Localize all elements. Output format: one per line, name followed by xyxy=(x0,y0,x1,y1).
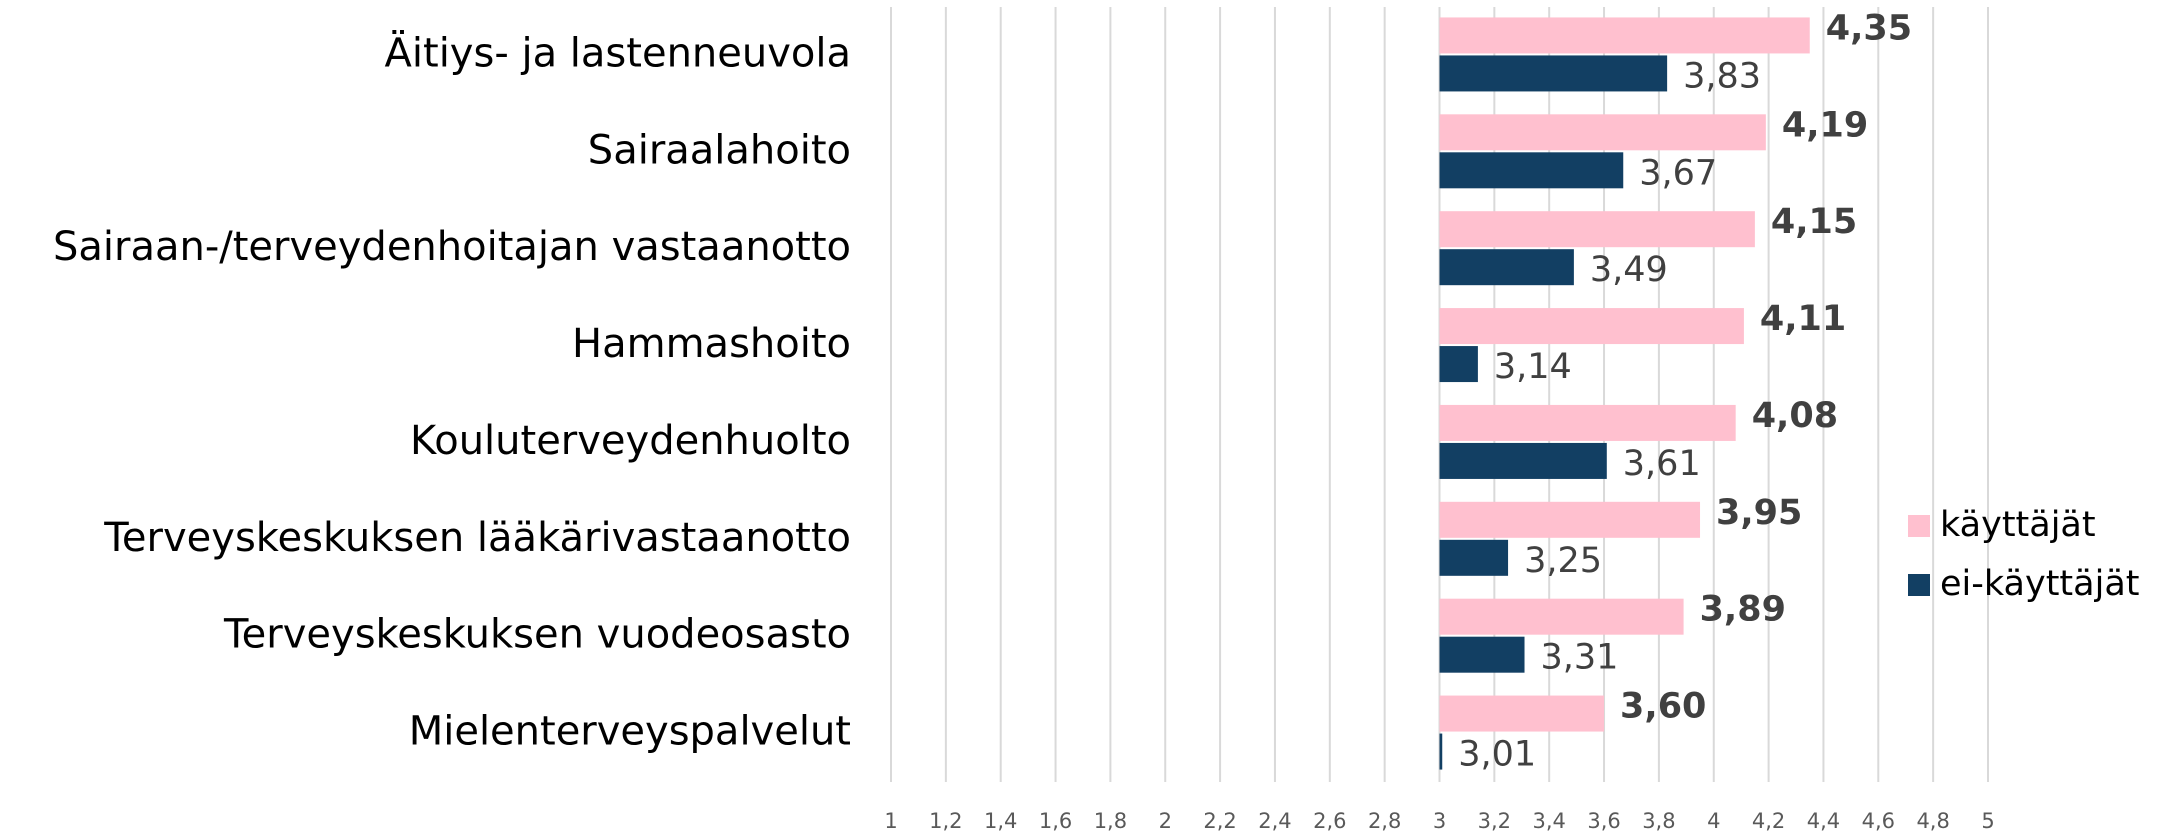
x-tick-label: 5 xyxy=(1981,809,1994,833)
x-tick-label: 4,6 xyxy=(1862,809,1895,833)
x-tick-label: 4,4 xyxy=(1807,809,1840,833)
x-tick-label: 4 xyxy=(1707,809,1720,833)
value-label: 4,15 xyxy=(1771,202,1857,242)
bar xyxy=(1439,152,1624,189)
legend-swatch xyxy=(1908,515,1930,537)
bar xyxy=(1439,17,1810,54)
category-label: Sairaalahoito xyxy=(588,127,851,173)
x-tick-label: 3,2 xyxy=(1478,809,1511,833)
bar xyxy=(1439,598,1684,635)
legend-label: ei-käyttäjät xyxy=(1940,564,2140,604)
x-tick-label: 2,2 xyxy=(1203,809,1236,833)
bar xyxy=(1439,211,1755,248)
bar xyxy=(1439,308,1744,345)
bar xyxy=(1439,346,1478,383)
value-label: 3,95 xyxy=(1716,493,1802,533)
x-tick-label: 3,4 xyxy=(1532,809,1565,833)
value-label: 4,08 xyxy=(1752,396,1838,436)
value-label: 3,61 xyxy=(1623,444,1701,484)
bar xyxy=(1439,404,1736,441)
legend-swatch xyxy=(1908,574,1930,596)
x-tick-label: 1,2 xyxy=(929,809,962,833)
x-tick-label: 1,8 xyxy=(1094,809,1127,833)
x-tick-label: 2,8 xyxy=(1368,809,1401,833)
value-label: 3,01 xyxy=(1458,735,1536,775)
category-label: Kouluterveydenhuolto xyxy=(410,418,851,464)
bar xyxy=(1439,442,1607,479)
bar xyxy=(1439,501,1701,538)
x-tick-label: 4,8 xyxy=(1916,809,1949,833)
x-tick-label: 1,6 xyxy=(1039,809,1072,833)
value-label: 3,89 xyxy=(1700,590,1786,630)
value-label: 4,11 xyxy=(1760,299,1846,339)
x-tick-label: 3 xyxy=(1433,809,1446,833)
value-label: 3,60 xyxy=(1620,687,1706,727)
x-tick-label: 2,4 xyxy=(1258,809,1291,833)
category-label: Sairaan-/terveydenhoitajan vastaanotto xyxy=(53,224,851,270)
x-tick-label: 4,2 xyxy=(1752,809,1785,833)
bar xyxy=(1439,55,1668,92)
value-label: 3,25 xyxy=(1524,541,1602,581)
x-tick-label: 2 xyxy=(1159,809,1172,833)
bar xyxy=(1439,539,1509,576)
x-tick-label: 1 xyxy=(884,809,897,833)
value-label: 3,14 xyxy=(1494,347,1572,387)
bar xyxy=(1439,695,1605,732)
value-label: 3,31 xyxy=(1541,638,1619,678)
bar xyxy=(1439,249,1574,286)
x-tick-label: 3,6 xyxy=(1587,809,1620,833)
value-label: 3,83 xyxy=(1683,56,1761,96)
x-tick-label: 3,8 xyxy=(1642,809,1675,833)
legend-label: käyttäjät xyxy=(1940,505,2096,545)
category-label: Hammashoito xyxy=(572,321,851,367)
bar xyxy=(1439,114,1766,151)
x-tick-label: 1,4 xyxy=(984,809,1017,833)
value-label: 3,67 xyxy=(1639,153,1717,193)
bar xyxy=(1439,636,1525,673)
bar xyxy=(1439,733,1443,770)
category-label: Mielenterveyspalvelut xyxy=(409,709,851,755)
category-label: Äitiys- ja lastenneuvola xyxy=(385,28,851,76)
value-label: 4,19 xyxy=(1782,105,1868,145)
value-label: 4,35 xyxy=(1826,8,1912,48)
x-tick-label: 2,6 xyxy=(1313,809,1346,833)
category-label: Terveyskeskuksen lääkärivastaanotto xyxy=(103,515,851,561)
category-label: Terveyskeskuksen vuodeosasto xyxy=(223,612,851,658)
value-label: 3,49 xyxy=(1590,250,1668,290)
